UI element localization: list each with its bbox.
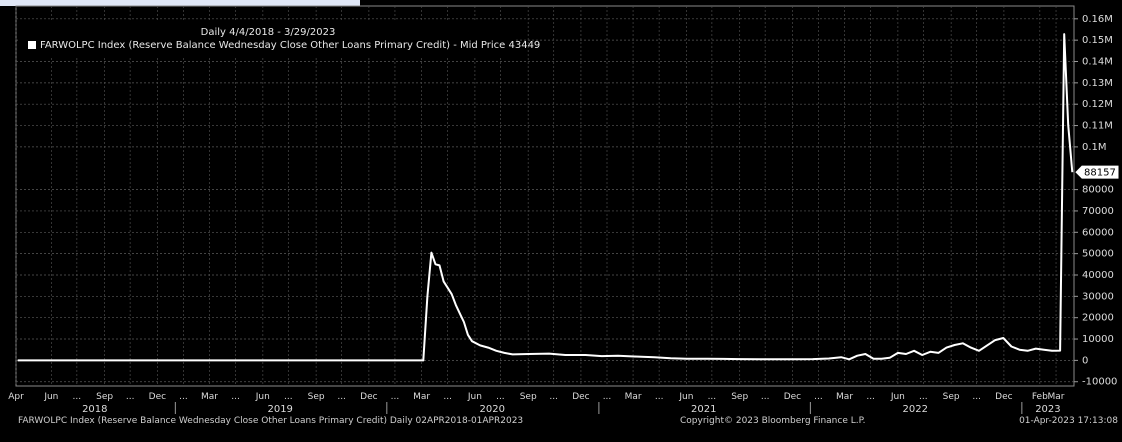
x-year-label: 2019 (267, 404, 292, 415)
x-tick-label: Mar (1048, 392, 1065, 402)
y-tick-label: 0.16M (1082, 14, 1113, 25)
x-tick-label: Jun (678, 392, 693, 402)
x-tick-label: Dec (360, 392, 377, 402)
x-tick-label: Feb (1032, 392, 1048, 402)
x-tick-label: ... (284, 392, 293, 402)
x-tick-label: Sep (96, 392, 113, 402)
x-year-label: 2020 (480, 404, 505, 415)
x-tick-label: ... (443, 392, 452, 402)
y-tick-label: 70000 (1082, 206, 1114, 217)
last-value-marker: 88157 (1075, 165, 1119, 179)
x-tick-label: Apr (8, 392, 24, 402)
x-tick-label: ... (814, 392, 823, 402)
x-tick-label: Dec (572, 392, 589, 402)
y-tick-label: 80000 (1082, 185, 1114, 196)
y-tick-label: 0.14M (1082, 57, 1113, 68)
x-tick-label: ... (496, 392, 505, 402)
x-tick-label: Mar (413, 392, 430, 402)
plot-area (15, 5, 1075, 387)
y-tick-label: 0.12M (1082, 99, 1113, 110)
x-tick-label: Mar (836, 392, 853, 402)
x-tick-label: ... (231, 392, 240, 402)
x-tick-label: ... (919, 392, 928, 402)
x-tick-label: ... (337, 392, 346, 402)
x-year-label: 2018 (82, 404, 107, 415)
x-tick-label: ... (866, 392, 875, 402)
y-tick-label: 0 (1082, 355, 1088, 366)
x-tick-label: Mar (625, 392, 642, 402)
x-tick-label: Dec (995, 392, 1012, 402)
x-year-label: 2021 (691, 404, 716, 415)
x-tick-label: ... (391, 392, 400, 402)
y-tick-label: 20000 (1082, 313, 1114, 324)
x-tick-label: ... (73, 392, 82, 402)
x-tick-label: ... (603, 392, 612, 402)
footer-left: FARWOLPC Index (Reserve Balance Wednesda… (18, 416, 524, 426)
y-tick-label: 60000 (1082, 227, 1114, 238)
legend-entry-label: FARWOLPC Index (Reserve Balance Wednesda… (40, 40, 541, 51)
x-tick-label: ... (126, 392, 135, 402)
x-tick-label: Sep (520, 392, 537, 402)
x-tick-label: Jun (467, 392, 482, 402)
x-tick-label: ... (179, 392, 188, 402)
x-tick-label: ... (708, 392, 717, 402)
date-range-label: Daily 4/4/2018 - 3/29/2023 (200, 27, 336, 38)
x-year-label: 2022 (903, 404, 928, 415)
x-tick-label: Mar (201, 392, 218, 402)
legend-entry: FARWOLPC Index (Reserve Balance Wednesda… (28, 40, 540, 51)
footer-copyright: Copyright© 2023 Bloomberg Finance L.P. (680, 416, 866, 426)
y-tick-label: 0.11M (1082, 121, 1113, 132)
last-value-badge (1075, 165, 1119, 179)
top-edge-band (0, 0, 360, 6)
footer-timestamp: 01-Apr-2023 17:13:08 (1019, 416, 1118, 426)
y-tick-label: 0.15M (1082, 35, 1113, 46)
y-tick-label: 50000 (1082, 249, 1114, 260)
x-tick-label: ... (549, 392, 558, 402)
series-line (17, 33, 1074, 362)
y-tick-label: 10000 (1082, 334, 1114, 345)
y-tick-label: 40000 (1082, 270, 1114, 281)
y-tick-label: 0.13M (1082, 78, 1113, 89)
x-tick-label: Jun (890, 392, 905, 402)
legend-swatch (28, 41, 36, 49)
series-layer (17, 33, 1074, 362)
x-tick-label: ... (972, 392, 981, 402)
x-tick-label: Dec (149, 392, 166, 402)
x-year-label: 2023 (1035, 404, 1060, 415)
x-tick-label: Dec (784, 392, 801, 402)
y-tick-label: 0.1M (1082, 142, 1107, 153)
legend: Daily 4/4/2018 - 3/29/2023 FARWOLPC Inde… (20, 22, 540, 56)
x-tick-label: Sep (943, 392, 960, 402)
y-axis: -10000 0 10000 20000 30000 40000 50000 60000 700… (1074, 14, 1117, 388)
x-axis: Apr Jun... Sep... Dec... Mar... Jun... Sep... D… (8, 392, 1065, 415)
x-tick-label: Jun (43, 392, 58, 402)
x-tick-label: ... (655, 392, 664, 402)
x-tick-label: Jun (255, 392, 270, 402)
x-tick-label: ... (761, 392, 770, 402)
last-value-label: 88157 (1084, 168, 1116, 179)
grid (15, 6, 1074, 386)
y-tick-label: 30000 (1082, 291, 1114, 302)
x-tick-label: Sep (731, 392, 748, 402)
y-tick-label: -10000 (1082, 377, 1117, 388)
x-tick-label: Sep (308, 392, 325, 402)
